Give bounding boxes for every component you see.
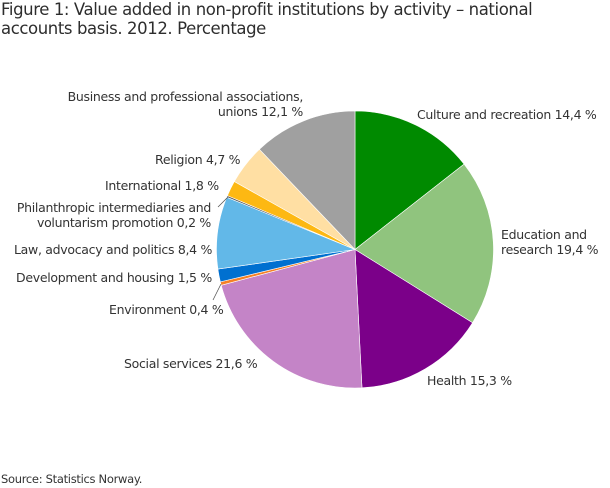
leader-lines (212, 196, 229, 301)
label-health: Health 15,3 % (427, 373, 512, 388)
chart-title: Figure 1: Value added in non-profit inst… (1, 0, 533, 38)
label-business: Business and professional associations, … (60, 89, 304, 119)
pie-slice-culture-and-recreation (354, 110, 465, 251)
label-education-line2: research 19,4 % (501, 242, 599, 257)
pie-slice-health (354, 248, 473, 389)
label-philanthropic-line2: voluntarism promotion 0,2 % (36, 215, 211, 230)
pie-slice-education-and-research (354, 163, 494, 324)
label-environment: Environment 0,4 % (109, 302, 224, 317)
pie-slice-social-services (220, 249, 363, 389)
label-social-services: Social services 21,6 % (124, 356, 258, 371)
label-philanthropic-line1: Philanthropic intermediaries and (16, 200, 211, 215)
label-education-line1: Education and (501, 227, 587, 242)
label-business-line2: unions 12,1 % (217, 104, 303, 119)
pie-slices (216, 110, 494, 389)
label-education: Education and research 19,4 % (501, 227, 599, 257)
label-business-line1: Business and professional associations, (67, 89, 304, 104)
source-note: Source: Statistics Norway. (1, 472, 143, 486)
label-religion: Religion 4,7 % (155, 152, 241, 167)
label-law: Law, advocacy and politics 8,4 % (14, 242, 213, 257)
label-culture: Culture and recreation 14,4 % (417, 107, 597, 122)
label-international: International 1,8 % (105, 178, 219, 193)
pie-slice-business-and-professional-associations-unions (258, 110, 356, 251)
leader-line-philanthropic (217, 196, 229, 208)
label-philanthropic: Philanthropic intermediaries and volunta… (10, 200, 211, 230)
leader-line-environment (212, 283, 222, 301)
label-development: Development and housing 1,5 % (16, 270, 212, 285)
